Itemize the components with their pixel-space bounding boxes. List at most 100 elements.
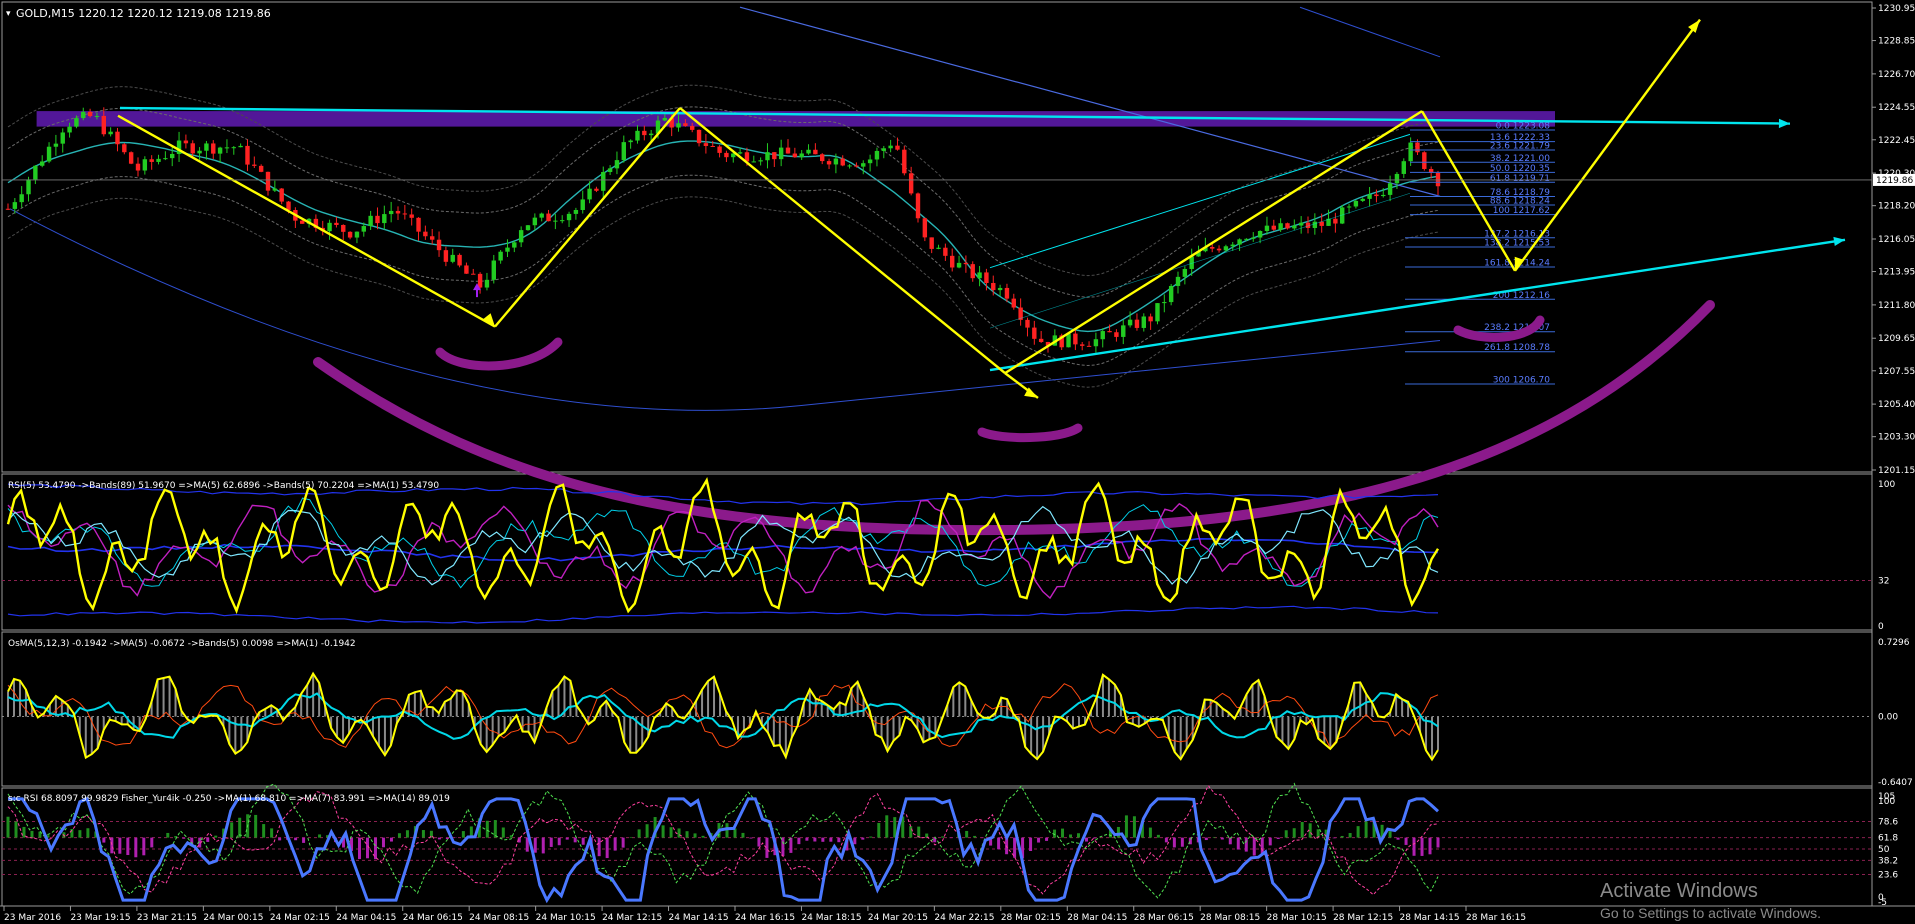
- candle-body: [402, 213, 408, 215]
- candle-body: [477, 273, 483, 288]
- candle: [1189, 248, 1194, 276]
- candle-body: [471, 273, 476, 275]
- main-chart-header: GOLD,M15 1220.12 1220.12 1219.08 1219.86: [16, 7, 271, 20]
- candle-body: [532, 217, 538, 226]
- price-tick-label: 1201.15: [1878, 466, 1915, 476]
- rsi-band-lower: [7, 605, 1439, 624]
- candle: [1018, 298, 1023, 326]
- candle-body: [81, 111, 86, 119]
- candle: [1367, 187, 1372, 207]
- candle-body: [149, 159, 154, 162]
- candle: [888, 139, 893, 153]
- time-tick-label: 28 Mar 10:15: [1267, 913, 1327, 923]
- time-tick-label: 24 Mar 08:15: [469, 913, 529, 923]
- candle: [813, 143, 818, 155]
- candle-body: [751, 161, 756, 163]
- candle: [902, 145, 907, 176]
- candle: [190, 140, 195, 157]
- fisher-panel-header: s:c RSI 68.8097 99.9829 Fisher_Yur4ik -0…: [8, 794, 450, 804]
- candle-body: [1367, 194, 1372, 199]
- candle-body: [258, 165, 264, 172]
- fib-level-label: 78.6 1218.79: [1490, 188, 1550, 198]
- time-tick-label: 24 Mar 18:15: [801, 913, 861, 923]
- candle: [908, 166, 914, 196]
- candle-body: [1127, 319, 1133, 326]
- fisher-panel-frame: [1, 787, 1873, 907]
- candle: [395, 206, 401, 221]
- candle: [1251, 232, 1256, 242]
- fisher-scale-label: 78.6: [1878, 817, 1898, 827]
- candle-body: [785, 147, 791, 154]
- candle: [662, 114, 668, 122]
- candle: [539, 212, 544, 222]
- candle-body: [498, 251, 503, 261]
- candle-body: [1025, 319, 1030, 328]
- candle-body: [1045, 341, 1051, 346]
- candle: [840, 155, 845, 167]
- candle-body: [792, 153, 798, 158]
- candle: [820, 153, 825, 165]
- candle: [142, 156, 148, 175]
- candle: [1203, 237, 1208, 253]
- current-price-label: 1219.86: [1876, 176, 1913, 186]
- candle: [265, 171, 271, 196]
- candle: [1244, 238, 1249, 241]
- candle: [74, 115, 79, 129]
- candle-body: [375, 215, 380, 224]
- price-tick-label: 1224.55: [1878, 103, 1915, 113]
- candle: [436, 231, 442, 257]
- candle-body: [1353, 200, 1359, 207]
- candle-body: [1422, 152, 1427, 169]
- candle-body: [245, 145, 250, 165]
- candle: [1073, 328, 1078, 351]
- candle-body: [1175, 276, 1181, 286]
- candle-body: [368, 215, 373, 227]
- candle: [867, 154, 873, 172]
- candle: [1285, 222, 1290, 230]
- rsi-band-upper: [7, 483, 1439, 506]
- candle: [1025, 317, 1030, 337]
- candle-body: [1073, 333, 1078, 345]
- small-cup-left: [435, 337, 563, 371]
- fib-level-label: 38.2 1221.00: [1490, 154, 1550, 164]
- candle-body: [272, 188, 278, 191]
- candle: [1162, 294, 1167, 313]
- candle: [1080, 342, 1085, 351]
- candle: [1401, 158, 1406, 178]
- fisher-scale-label: 50: [1878, 845, 1890, 855]
- candle: [1100, 328, 1105, 348]
- candle-body: [1244, 238, 1249, 240]
- candle: [1210, 242, 1215, 253]
- candle-body: [943, 247, 948, 256]
- fisher-scale-label: 0: [1878, 893, 1884, 903]
- candle: [128, 151, 134, 165]
- candle: [1121, 319, 1126, 345]
- wave-segment: [1004, 110, 1423, 375]
- candle-body: [464, 265, 469, 274]
- candle-body: [991, 282, 996, 291]
- candle-body: [382, 214, 387, 224]
- candle-body: [46, 146, 52, 162]
- candle: [334, 216, 339, 228]
- candle-body: [717, 146, 722, 153]
- candle: [87, 108, 93, 118]
- candle-body: [26, 179, 31, 195]
- header-dropdown-icon[interactable]: ▾: [6, 9, 11, 19]
- candle: [1360, 197, 1365, 203]
- candle: [46, 142, 52, 164]
- candle: [1168, 284, 1174, 306]
- candle-body: [690, 125, 695, 130]
- time-tick-label: 23 Mar 21:15: [137, 913, 197, 923]
- candle-body: [518, 230, 524, 243]
- fisher-scale-label: -5: [1878, 898, 1887, 908]
- candle: [991, 275, 996, 296]
- candle: [950, 248, 955, 272]
- candle: [53, 134, 59, 156]
- candle: [1134, 313, 1140, 331]
- time-tick-label: 24 Mar 00:15: [203, 913, 263, 923]
- candle: [293, 207, 298, 229]
- candle: [778, 139, 784, 167]
- time-tick-label: 24 Mar 22:15: [934, 913, 994, 923]
- band-lower-2: [7, 196, 1439, 388]
